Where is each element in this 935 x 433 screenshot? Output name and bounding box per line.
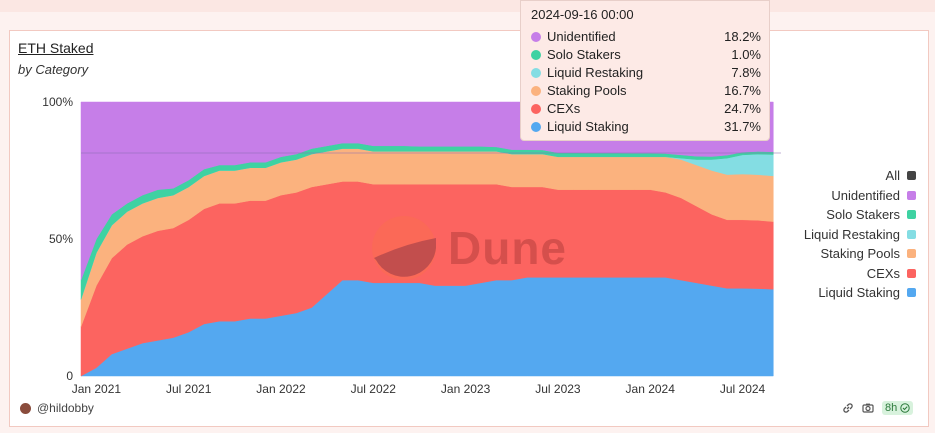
- tooltip-row: CEXs 24.7%: [531, 101, 761, 119]
- chart-title[interactable]: ETH Staked: [18, 40, 94, 56]
- tooltip: 2024-09-16 00:00 Unidentified 18.2% Solo S…: [520, 0, 770, 141]
- y-tick-label: 0: [66, 369, 73, 383]
- tooltip-dot: [531, 122, 541, 132]
- tooltip-value: 16.7%: [724, 83, 761, 98]
- x-tick-label: Jan 2023: [441, 382, 491, 396]
- legend-label: Liquid Staking: [818, 285, 900, 301]
- check-circle-icon: [900, 403, 910, 413]
- tooltip-label: Staking Pools: [547, 83, 627, 98]
- legend-item[interactable]: Unidentified: [746, 186, 916, 206]
- legend-label: CEXs: [866, 265, 900, 281]
- tooltip-value: 1.0%: [731, 47, 761, 62]
- tooltip-label: Liquid Staking: [547, 119, 629, 134]
- x-tick-label: Jan 2024: [626, 382, 676, 396]
- legend: All Unidentified Solo Stakers Liquid Resta…: [746, 166, 916, 303]
- legend-swatch: [907, 249, 916, 259]
- area-series-unidentified[interactable]: [80, 101, 774, 281]
- x-tick-label: Jul 2021: [166, 382, 212, 396]
- refresh-badge[interactable]: 8h: [882, 401, 914, 415]
- tooltip-row: Liquid Restaking 7.8%: [531, 65, 761, 83]
- legend-swatch: [907, 268, 916, 278]
- tooltip-date: 2024-09-16 00:00: [531, 7, 634, 22]
- x-tick-label: Jul 2022: [351, 382, 397, 396]
- camera-icon[interactable]: [862, 402, 874, 414]
- author-name: @hildobby: [37, 401, 94, 415]
- legend-label: All: [885, 168, 900, 184]
- x-tick-label: Jul 2024: [720, 382, 766, 396]
- x-tick-label: Jul 2023: [535, 382, 581, 396]
- dune-watermark-text: Dune: [448, 222, 567, 274]
- legend-item[interactable]: Solo Stakers: [746, 205, 916, 225]
- legend-item[interactable]: Staking Pools: [746, 244, 916, 264]
- legend-item[interactable]: Liquid Staking: [746, 283, 916, 303]
- legend-label: Staking Pools: [820, 246, 901, 262]
- legend-label: Solo Stakers: [826, 207, 900, 223]
- legend-swatch: [907, 229, 916, 239]
- tooltip-dot: [531, 68, 541, 78]
- tooltip-row: Staking Pools 16.7%: [531, 83, 761, 101]
- tooltip-label: Liquid Restaking: [547, 65, 644, 80]
- y-tick-label: 50%: [49, 232, 73, 246]
- tooltip-value: 7.8%: [731, 65, 761, 80]
- legend-swatch: [907, 171, 916, 181]
- x-tick-label: Jan 2021: [72, 382, 122, 396]
- tooltip-row: Solo Stakers 1.0%: [531, 47, 761, 65]
- refresh-badge-text: 8h: [885, 402, 898, 414]
- avatar: [20, 402, 31, 414]
- tooltip-row: Unidentified 18.2%: [531, 29, 761, 47]
- tooltip-dot: [531, 50, 541, 60]
- tooltip-label: Solo Stakers: [547, 47, 621, 62]
- tooltip-label: CEXs: [547, 101, 581, 116]
- footer-actions: 8h: [842, 401, 914, 415]
- legend-label: Unidentified: [831, 187, 900, 203]
- chart-subtitle: by Category: [18, 62, 89, 77]
- tooltip-value: 24.7%: [724, 101, 761, 116]
- tooltip-row: Liquid Staking 31.7%: [531, 119, 761, 137]
- legend-item[interactable]: CEXs: [746, 264, 916, 284]
- author[interactable]: @hildobby: [20, 401, 94, 415]
- legend-swatch: [907, 210, 916, 220]
- y-tick-label: 100%: [42, 95, 73, 109]
- link-icon[interactable]: [842, 402, 854, 414]
- x-tick-label: Jan 2022: [256, 382, 306, 396]
- tooltip-value: 18.2%: [724, 29, 761, 44]
- dune-watermark: Dune: [370, 214, 567, 282]
- tooltip-label: Unidentified: [547, 29, 616, 44]
- tooltip-dot: [531, 104, 541, 114]
- dune-logo-icon: [372, 216, 436, 280]
- legend-item-all[interactable]: All: [746, 166, 916, 186]
- legend-item[interactable]: Liquid Restaking: [746, 225, 916, 245]
- tooltip-value: 31.7%: [724, 119, 761, 134]
- tooltip-dot: [531, 32, 541, 42]
- tooltip-dot: [531, 86, 541, 96]
- legend-label: Liquid Restaking: [803, 226, 900, 242]
- legend-swatch: [907, 190, 916, 200]
- legend-swatch: [907, 288, 916, 298]
